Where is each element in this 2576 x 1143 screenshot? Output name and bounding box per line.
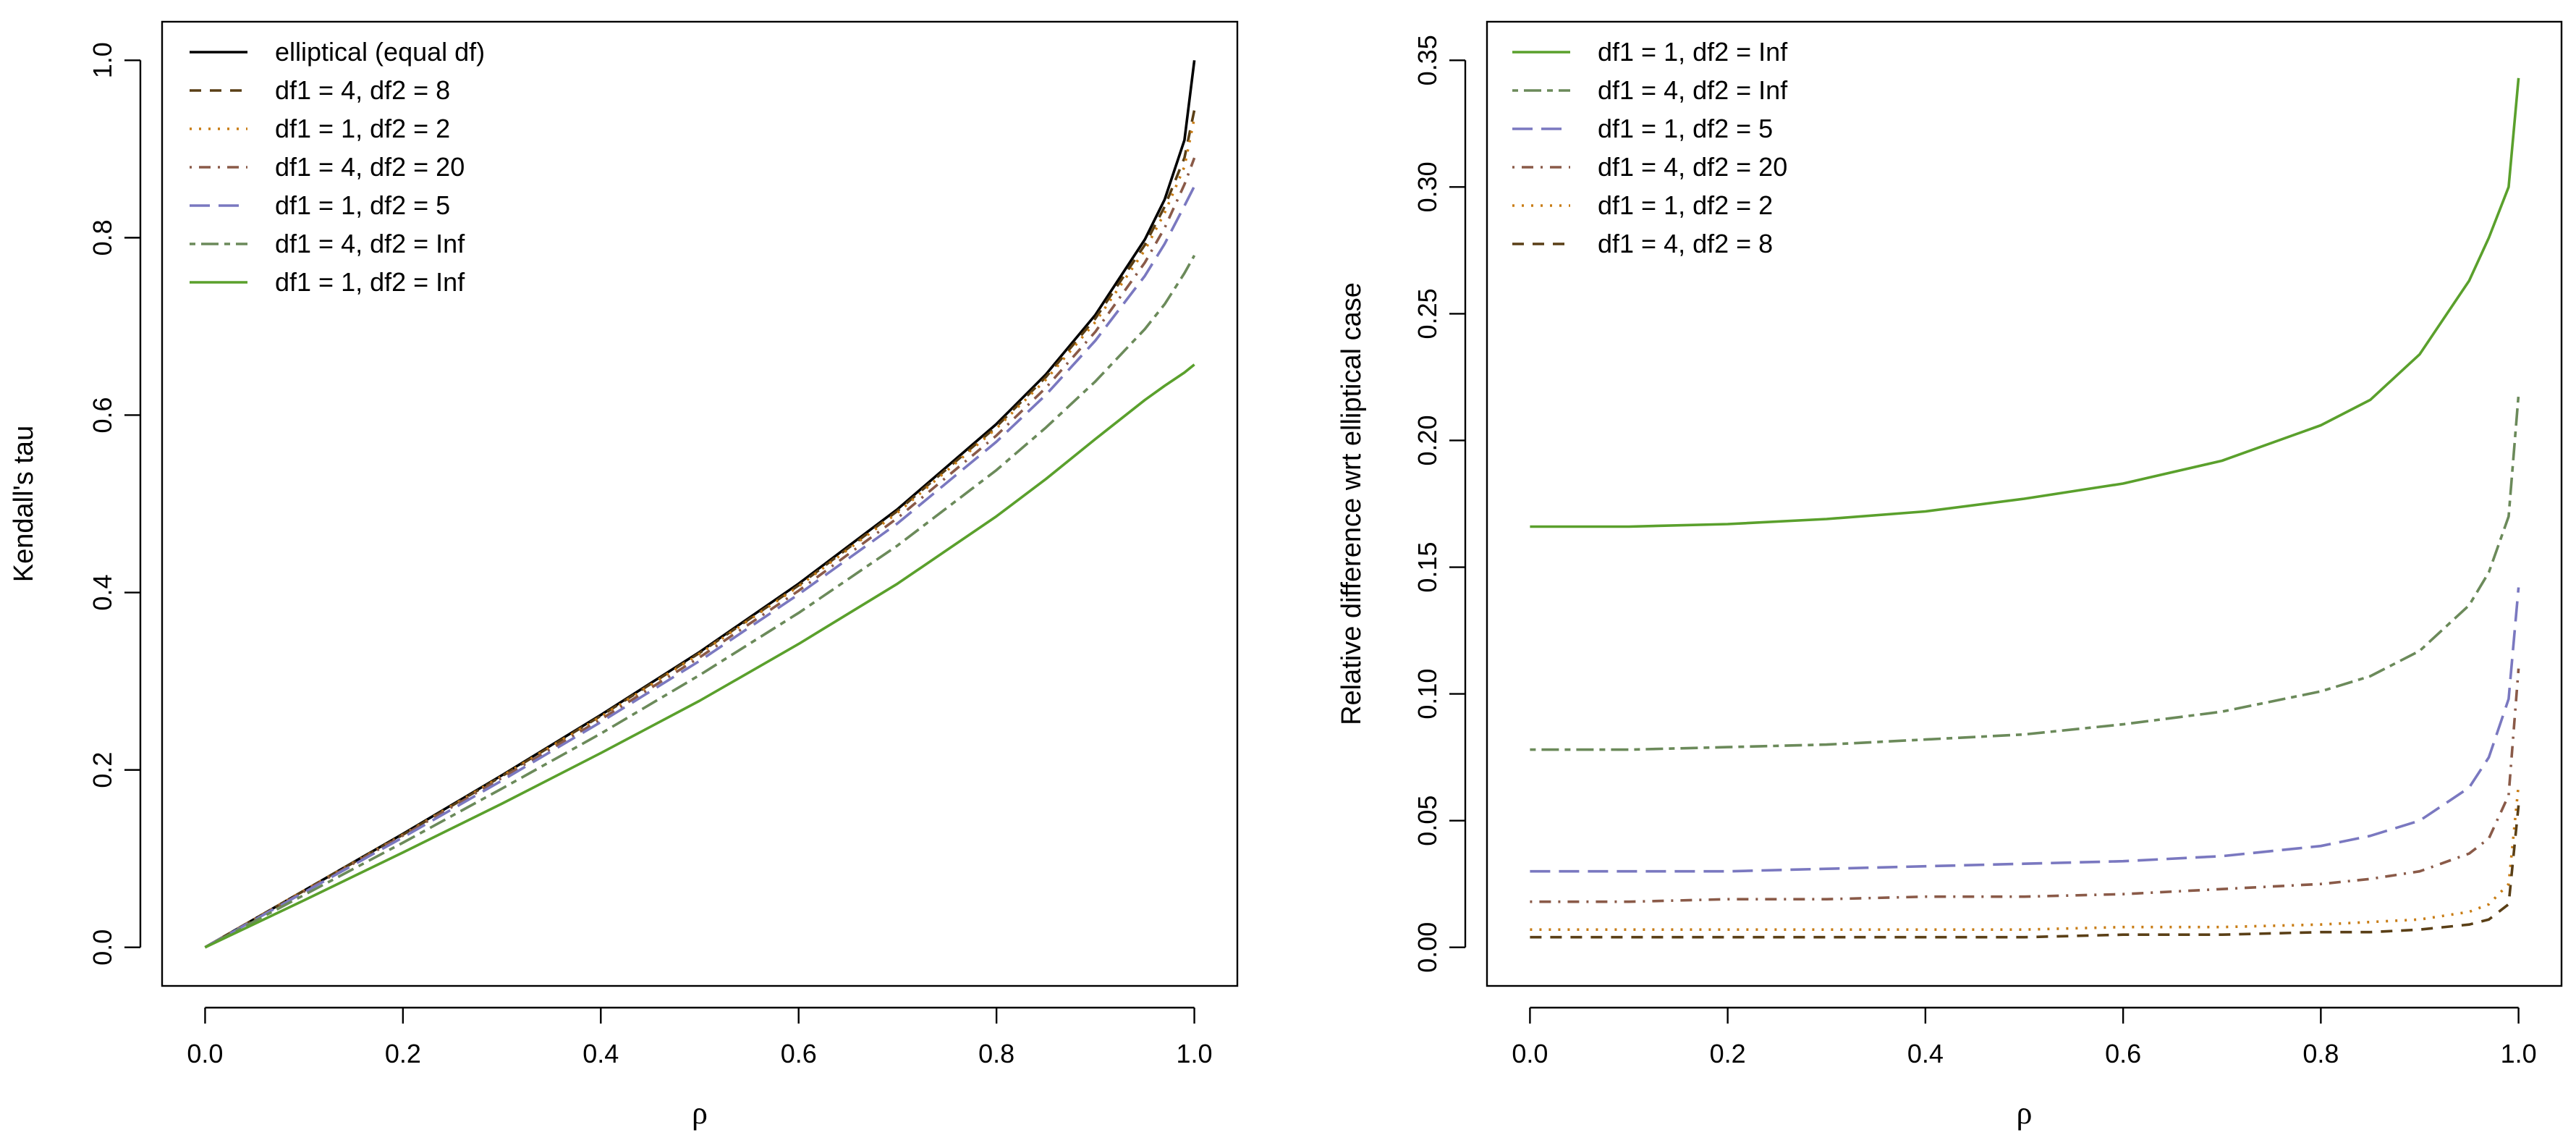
y-axis-title: Relative difference wrt elliptical case <box>1336 282 1367 725</box>
legend-label: df1 = 4, df2 = Inf <box>275 229 465 258</box>
legend: elliptical (equal df) df1 = 4, df2 = 8 df1… <box>190 37 485 297</box>
legend-label: df1 = 4, df2 = Inf <box>1598 75 1788 105</box>
x-tick-label: 1.0 <box>2501 1039 2537 1068</box>
y-tick-label: 0.15 <box>1412 541 1442 592</box>
x-tick-label: 0.8 <box>2302 1039 2339 1068</box>
x-tick-label: 0.0 <box>187 1039 223 1068</box>
y-tick-label: 0.8 <box>88 219 117 256</box>
y-tick-label: 0.0 <box>88 929 117 966</box>
legend-label: df1 = 1, df2 = Inf <box>1598 37 1788 67</box>
series-line-6 <box>1530 805 2520 939</box>
x-tick-label: 0.4 <box>1907 1039 1944 1068</box>
x-tick-label: 0.4 <box>582 1039 619 1068</box>
y-tick-label: 0.4 <box>88 575 117 611</box>
legend-label: elliptical (equal df) <box>275 37 485 67</box>
x-tick-label: 0.6 <box>2105 1039 2141 1068</box>
right-panel-relative-difference: 0.0 0.2 0.4 0.6 0.8 1.0 0.00 0.05 0.10 0.15 0.20 0.… <box>1336 20 2563 1131</box>
plot-frame <box>161 20 1239 987</box>
x-tick-label: 0.8 <box>978 1039 1014 1068</box>
y-tick-label: 0.25 <box>1412 288 1442 339</box>
series-line-7 <box>204 363 1195 949</box>
series-line-5 <box>1530 785 2520 931</box>
plot-frame <box>1486 20 2563 987</box>
x-axis-title: ρ <box>692 1095 708 1131</box>
legend-label: df1 = 4, df2 = 8 <box>1598 229 1773 258</box>
y-tick-label: 0.30 <box>1412 161 1442 212</box>
legend: df1 = 1, df2 = Inf df1 = 4, df2 = Inf df1 … <box>1512 37 1788 258</box>
legend-label: df1 = 1, df2 = 5 <box>275 190 450 220</box>
y-tick-label: 0.6 <box>88 397 117 433</box>
x-tick-label: 0.2 <box>1710 1039 1746 1068</box>
x-tick-label: 0.2 <box>385 1039 421 1068</box>
x-tick-label: 0.6 <box>781 1039 817 1068</box>
series-line-5 <box>204 185 1196 949</box>
x-tick-label: 0.0 <box>1512 1039 1548 1068</box>
series-line-4 <box>204 157 1196 949</box>
legend-label: df1 = 1, df2 = 2 <box>1598 190 1773 220</box>
y-tick-label: 0.05 <box>1412 796 1442 846</box>
series-line-1 <box>1530 77 2520 528</box>
x-tick-label: 1.0 <box>1177 1039 1213 1068</box>
legend-label: df1 = 1, df2 = 5 <box>1598 114 1773 143</box>
y-tick-label: 0.2 <box>88 752 117 788</box>
legend-label: df1 = 1, df2 = Inf <box>275 267 465 297</box>
series-line-6 <box>204 255 1196 949</box>
series-line-2 <box>1530 395 2520 751</box>
y-tick-label: 0.20 <box>1412 415 1442 465</box>
x-axis-title: ρ <box>2017 1095 2033 1131</box>
series-line-4 <box>1530 668 2520 903</box>
y-tick-label: 1.0 <box>88 42 117 78</box>
left-panel-kendalls-tau: 0.0 0.2 0.4 0.6 0.8 1.0 0.0 0.2 0.4 0.6 0.8 1.0 ρ Ken… <box>9 20 1239 1131</box>
legend-label: df1 = 4, df2 = 20 <box>275 152 465 182</box>
series-line-3 <box>1530 587 2520 873</box>
y-tick-label: 0.00 <box>1412 922 1442 973</box>
legend-label: df1 = 4, df2 = 20 <box>1598 152 1787 182</box>
y-axis-title: Kendall's tau <box>9 426 39 582</box>
y-tick-label: 0.35 <box>1412 35 1442 85</box>
legend-label: df1 = 4, df2 = 8 <box>275 75 450 105</box>
legend-label: df1 = 1, df2 = 2 <box>275 114 450 143</box>
y-tick-label: 0.10 <box>1412 669 1442 720</box>
